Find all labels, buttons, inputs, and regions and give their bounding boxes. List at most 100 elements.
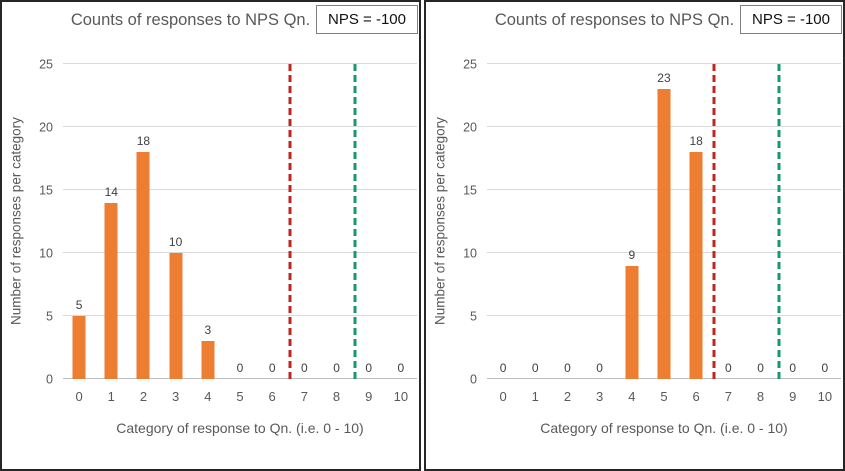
bar-slot: 0 [712, 64, 744, 379]
bar-value-label: 0 [757, 361, 764, 375]
plot-area: 0 5 10 15 20 25 0 0 0 0 9 23 18 0 0 0 0 [463, 58, 841, 385]
x-tick-label: 4 [204, 389, 212, 404]
bar [169, 253, 183, 379]
x-tick-label: 3 [172, 389, 180, 404]
x-axis-tick-labels: 0 1 2 3 4 5 6 7 8 9 10 [487, 390, 841, 406]
x-tick-label: 4 [628, 389, 636, 404]
bar-value-label: 23 [657, 71, 671, 86]
gridline [63, 189, 417, 190]
bar-slot: 3 [192, 64, 224, 379]
bar-slot: 9 [616, 64, 648, 379]
chart-title: Counts of responses to NPS Qn. [494, 11, 735, 29]
green-dashed-reference-line [777, 64, 781, 379]
y-axis-title: Number of responses per category [8, 117, 24, 326]
gridline [63, 126, 417, 127]
nps-score-badge: NPS = -100 [316, 5, 418, 34]
x-tick-label: 2 [139, 389, 148, 404]
bar-value-label: 10 [168, 235, 183, 249]
bar-slot: 0 [487, 64, 519, 379]
x-tick-label: 5 [236, 389, 244, 404]
red-dashed-reference-line [288, 64, 292, 379]
x-tick-label: 8 [332, 389, 341, 404]
bar-slot: 18 [127, 64, 159, 379]
x-tick-label: 6 [692, 389, 700, 404]
bar-value-label: 14 [104, 184, 118, 199]
bar [104, 202, 118, 379]
chart-title: Counts of responses to NPS Qn. [70, 11, 311, 29]
y-tick-label: 15 [463, 182, 477, 197]
chart-panel-left: Counts of responses to NPS Qn. NPS = -10… [0, 0, 421, 471]
bar-value-label: 0 [236, 361, 244, 375]
x-tick-label: 1 [531, 389, 539, 404]
y-tick-label: 25 [39, 56, 53, 71]
bar-value-label: 18 [136, 134, 151, 149]
y-tick-label: 20 [463, 119, 477, 134]
bar-slot: 0 [224, 64, 256, 379]
y-axis-title: Number of responses per category [432, 117, 448, 326]
bar-value-label: 0 [397, 361, 405, 375]
x-tick-label: 9 [789, 389, 797, 404]
bar-slot: 23 [648, 64, 680, 379]
y-tick-label: 0 [470, 371, 477, 386]
bar [201, 341, 215, 379]
x-tick-label: 1 [107, 389, 115, 404]
bar-slot: 0 [744, 64, 776, 379]
gridline [63, 315, 417, 316]
gridline [487, 63, 841, 64]
bar-slot: 14 [95, 64, 127, 379]
plot-area: 0 5 10 15 20 25 5 14 18 10 3 0 0 0 0 0 0 [39, 58, 417, 385]
x-tick-label: 6 [268, 389, 276, 404]
y-tick-label: 5 [470, 308, 477, 323]
y-tick-label: 0 [46, 371, 53, 386]
bar-value-label: 0 [821, 361, 829, 375]
x-tick-label: 0 [499, 389, 507, 404]
bar-value-label: 0 [725, 361, 732, 375]
bar [689, 152, 703, 379]
bar [625, 265, 639, 379]
nps-score-badge: NPS = -100 [740, 5, 842, 34]
green-dashed-reference-line [353, 64, 357, 379]
y-tick-label: 15 [39, 182, 53, 197]
x-tick-label: 0 [75, 389, 83, 404]
x-tick-label: 7 [724, 389, 732, 404]
bar-slot: 5 [63, 64, 95, 379]
gridline [63, 63, 417, 64]
x-axis-line [63, 378, 417, 379]
red-dashed-reference-line [712, 64, 716, 379]
bar-value-label: 0 [499, 361, 507, 375]
bar-value-label: 0 [268, 361, 276, 375]
bar-slot: 0 [809, 64, 841, 379]
x-tick-label: 2 [563, 389, 572, 404]
bar-slot: 0 [385, 64, 417, 379]
bar [72, 316, 86, 379]
x-tick-label: 10 [817, 389, 833, 404]
gridline [63, 252, 417, 253]
bar-value-label: 18 [689, 134, 703, 149]
bar-slot: 0 [256, 64, 288, 379]
bar-slot: 0 [320, 64, 352, 379]
bar-slot: 0 [584, 64, 616, 379]
bar-value-label: 5 [75, 298, 83, 312]
bar-value-label: 0 [365, 361, 373, 375]
x-axis-tick-labels: 0 1 2 3 4 5 6 7 8 9 10 [63, 390, 417, 406]
bar-slot: 0 [777, 64, 809, 379]
chart-panel-right: Counts of responses to NPS Qn. NPS = -10… [424, 0, 845, 471]
x-tick-label: 7 [300, 389, 308, 404]
bar-slot: 18 [680, 64, 712, 379]
x-tick-label: 3 [596, 389, 604, 404]
bar-value-label: 0 [301, 361, 308, 375]
x-tick-label: 9 [365, 389, 373, 404]
x-tick-label: 10 [393, 389, 409, 404]
bar-value-label: 0 [596, 361, 603, 375]
x-tick-label: 5 [660, 389, 668, 404]
y-tick-label: 20 [39, 119, 53, 134]
y-tick-label: 5 [46, 308, 53, 323]
bar-value-label: 9 [628, 247, 636, 262]
y-tick-label: 10 [463, 245, 477, 260]
bar-value-label: 0 [531, 361, 539, 375]
bar-slot: 0 [353, 64, 385, 379]
bar-slot: 0 [551, 64, 583, 379]
bar-value-label: 0 [789, 361, 797, 375]
x-axis-title: Category of response to Qn. (i.e. 0 - 10… [540, 420, 788, 436]
bar-slot: 0 [288, 64, 320, 379]
